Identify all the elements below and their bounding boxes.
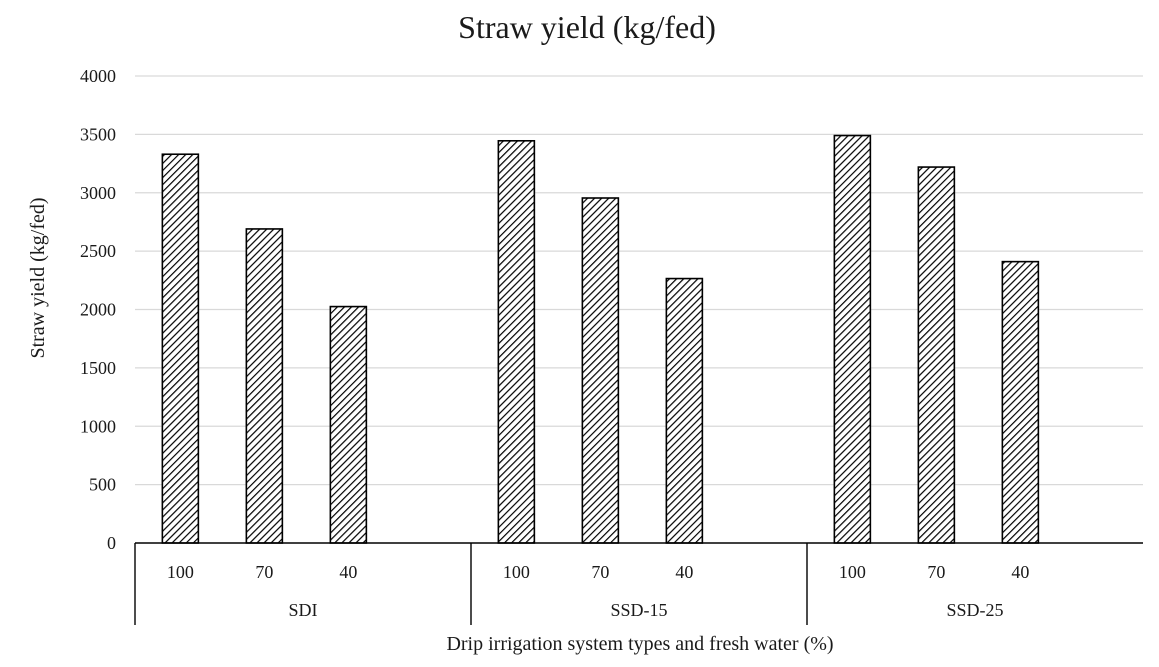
bar — [245, 228, 284, 544]
gridlines — [135, 75, 1143, 486]
x-tick-label: 100 — [167, 562, 194, 582]
x-axis: 100 70 40 SDI 100 70 40 SSD-15 100 70 40 SSD-25 — [134, 542, 1143, 625]
y-tick-label: 1000 — [80, 416, 116, 436]
x-tick-label: 70 — [255, 562, 273, 582]
chart-title: Straw yield (kg/fed) — [458, 9, 716, 45]
bar — [581, 197, 620, 544]
y-tick-label: 2000 — [80, 300, 116, 320]
bar — [665, 277, 704, 544]
bar — [1001, 260, 1040, 544]
y-tick-label: 1500 — [80, 358, 116, 378]
y-tick-label: 0 — [107, 533, 116, 553]
x-tick-label: 70 — [591, 562, 609, 582]
x-axis-title: Drip irrigation system types and fresh w… — [446, 633, 833, 655]
bar — [917, 166, 956, 544]
bar — [161, 153, 200, 544]
x-tick-label: 40 — [675, 562, 693, 582]
bars — [161, 134, 1040, 544]
y-tick-labels: 0 500 1000 1500 2000 2500 3000 3500 4000 — [80, 66, 116, 553]
x-tick-label: 70 — [927, 562, 945, 582]
bar — [497, 139, 536, 544]
group-label: SSD-15 — [610, 600, 667, 620]
bar — [329, 305, 368, 544]
x-tick-label: 100 — [839, 562, 866, 582]
y-axis-title: Straw yield (kg/fed) — [27, 197, 49, 358]
bar — [833, 134, 872, 544]
y-tick-label: 3500 — [80, 124, 116, 144]
y-tick-label: 3000 — [80, 183, 116, 203]
x-tick-label: 100 — [503, 562, 530, 582]
y-tick-label: 500 — [89, 475, 116, 495]
group-label: SDI — [288, 600, 317, 620]
x-tick-label: 40 — [339, 562, 357, 582]
y-tick-label: 2500 — [80, 241, 116, 261]
y-tick-label: 4000 — [80, 66, 116, 86]
group-label: SSD-25 — [946, 600, 1003, 620]
x-tick-label: 40 — [1011, 562, 1029, 582]
